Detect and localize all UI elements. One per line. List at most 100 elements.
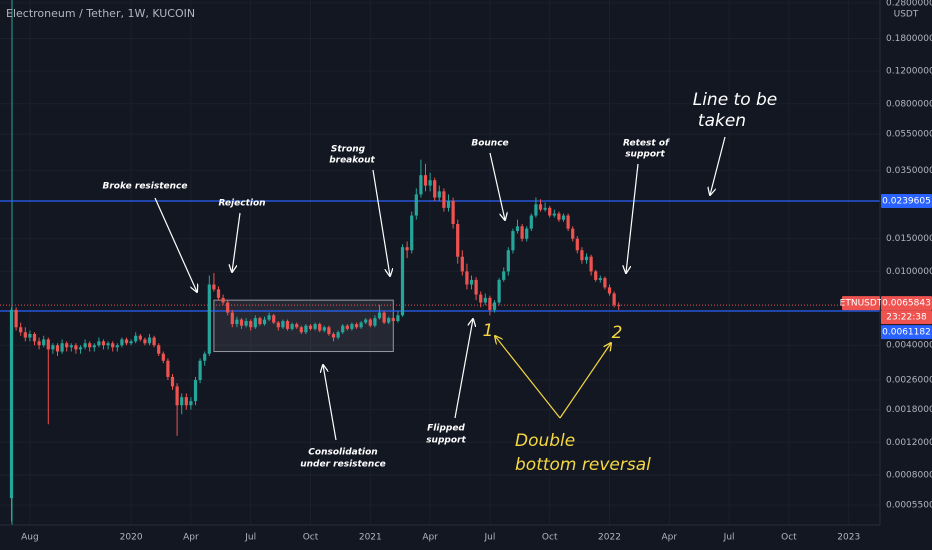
candle-body [83,343,87,348]
candle-body [423,175,428,186]
candle-body [37,341,41,346]
candle-body [571,228,575,239]
annotation: Retest of [623,139,670,149]
candle-body [69,345,73,348]
annotation: support [426,436,466,446]
candle-body [97,341,101,346]
y-tick-label: 0.0012000 [886,438,932,448]
candle-body [262,319,267,325]
y-tick-label: 0.0150000 [886,234,932,244]
candle-body [88,343,92,348]
candle-body [419,175,423,195]
candle-body [115,345,119,348]
candle-body [285,321,290,329]
candle-body [106,343,110,346]
candle-body [111,343,115,348]
candle-body [414,194,418,216]
candle-body [538,204,543,210]
candle-body [437,191,441,198]
candle-body [529,215,533,229]
y-tick-label: 0.0550000 [886,129,932,139]
x-tick-label: 2022 [598,533,621,543]
arrow [454,319,473,419]
candle-body [566,215,570,229]
candle-body [147,337,152,344]
candle-body [377,312,382,319]
candle-body [281,321,285,328]
candle-body [19,327,23,333]
range-box-group [213,299,394,353]
candle-body [548,207,552,216]
annotation: Consolidation [308,448,377,458]
candle-body [60,343,64,352]
candle-body [198,360,202,380]
y-tick-label: 0.0005500 [886,501,932,511]
candle-body [410,215,414,251]
chart-title: Electroneum / Tether, 1W, KUCOIN [6,7,195,20]
x-tick-label: Jul [483,533,495,543]
candle-body [561,215,566,220]
candle-body [350,324,354,329]
x-tick-label: Apr [183,533,199,543]
candle-body [580,250,584,261]
annotation: Flipped [427,424,465,434]
candle-body [345,325,349,329]
candle-body [143,339,147,344]
arrow [710,136,726,195]
arrow [626,163,639,273]
candle-body [32,333,37,342]
candle-body [479,294,483,303]
candle-body [617,304,621,306]
candle-body [166,360,170,377]
candle-body [525,228,529,239]
level-label-bg [881,325,932,340]
x-tick-label: Oct [542,533,558,543]
candle-body [387,318,391,323]
x-tick-label: Aug [21,533,39,543]
annotation: breakout [329,156,375,166]
candle-body [391,318,395,322]
y-tick-label: 0.0026000 [886,375,932,385]
candle-body [313,324,317,329]
y-tick-label: 0.0800000 [886,99,932,109]
candles [9,159,621,522]
candle-body [460,256,464,272]
candle-body [92,345,96,348]
y-tick-label: 0.0008000 [886,470,932,480]
candle-body [515,226,520,232]
x-tick-label: Apr [422,533,438,543]
candle-body [120,339,124,346]
annotations: Broke resistence Rejection Strong breako… [103,90,778,475]
x-tick-label: Oct [303,533,319,543]
candle-body [520,226,524,239]
candle-body [46,339,50,350]
candle-body [170,376,175,387]
candle-body [124,339,129,344]
candle-body [9,309,14,499]
last-price-label: 0.0065843 [882,299,931,309]
candle-body [180,397,184,406]
candle-body [474,279,478,295]
candle-body [308,325,313,329]
candle-body [253,318,257,328]
candle-body [267,315,271,320]
candle-body [511,231,515,251]
candle-body [101,341,106,346]
candle-body [552,213,556,216]
candle-body [502,271,506,280]
arrow [323,365,337,441]
y-tick-label: 0.0100000 [886,267,932,277]
candle-body [42,339,46,346]
candle-body [51,345,55,350]
candle-body [152,337,156,346]
x-tick-label: 2023 [837,533,860,543]
candle-body [304,325,308,333]
candle-body [226,302,230,313]
annotation: Broke resistence [103,182,188,192]
levels [0,200,880,312]
candle-body [299,327,303,333]
annotation: Double [515,431,575,451]
candle-body [230,312,234,325]
candle-body [506,250,510,272]
candle-body [239,319,244,326]
